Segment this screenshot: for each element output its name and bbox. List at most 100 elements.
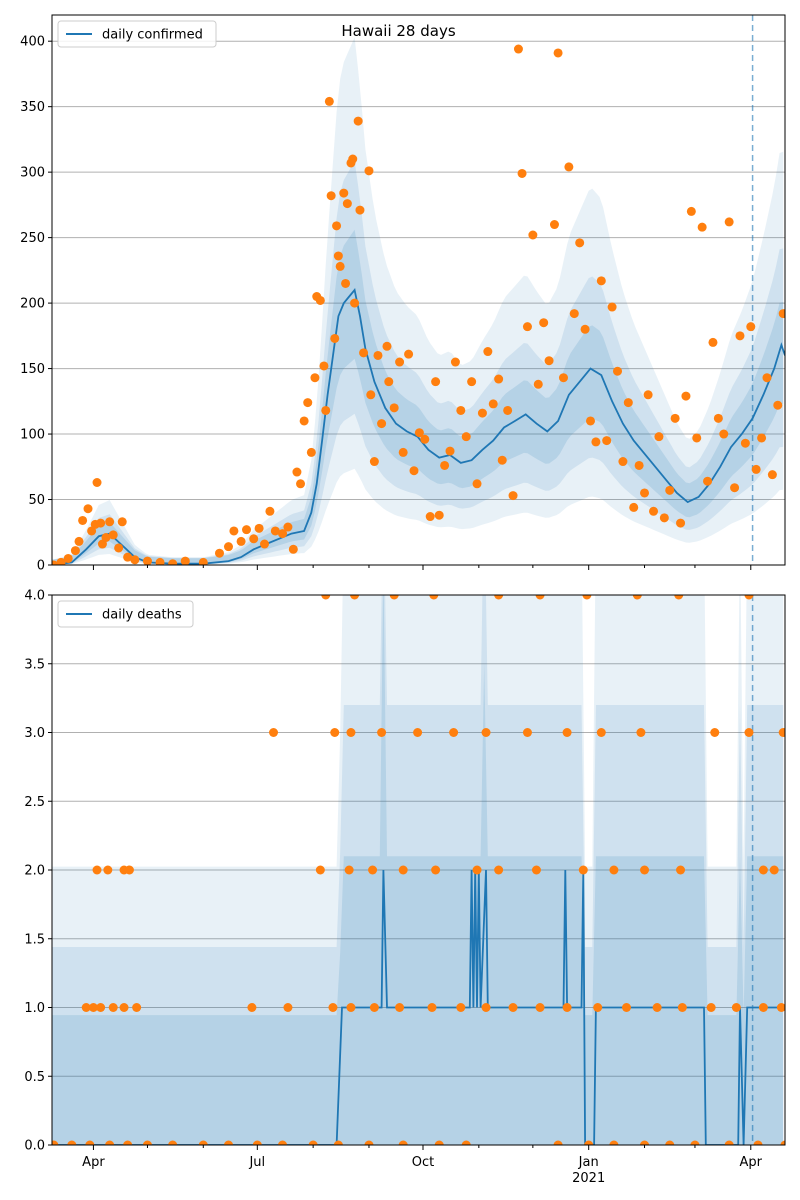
data-point [456,405,466,415]
y-tick-label: 3.0 [24,726,45,741]
data-point [132,1003,142,1012]
data-point [168,559,178,565]
data-point [92,478,102,487]
data-point [344,865,354,875]
data-point [155,557,165,565]
data-point [105,1140,115,1145]
data-point [96,518,106,528]
data-point [613,366,623,376]
data-point [735,331,745,341]
data-point [535,595,545,600]
data-point [477,408,487,418]
data-point [346,1003,356,1012]
data-point [346,728,356,737]
legend-label: daily deaths [102,608,182,623]
data-point [481,728,491,737]
y-tick-label: 2.0 [24,864,45,879]
data-point [130,555,140,565]
data-point [591,437,601,447]
data-point [303,398,313,408]
y-tick-label: 100 [20,428,45,443]
data-point [364,166,374,176]
data-point [265,506,275,516]
data-point [292,467,302,477]
data-point [472,479,482,489]
data-point [681,391,691,401]
data-point [553,1140,563,1145]
y-tick-label: 1.5 [24,932,45,947]
data-point [753,1140,763,1145]
data-point [773,400,783,410]
y-tick-label: 0.5 [24,1070,45,1085]
data-point [321,595,331,600]
data-point [395,357,405,367]
data-point [708,337,718,347]
data-point [366,390,376,400]
data-point [119,1003,129,1012]
data-point [260,539,270,549]
data-point [404,349,414,359]
data-point [494,865,504,875]
data-point [414,428,424,438]
data-point [713,413,723,423]
data-point [123,552,133,562]
data-point [652,1003,662,1012]
data-point [348,154,358,164]
data-point [758,865,768,875]
data-point [247,1003,257,1012]
data-point [198,557,208,565]
data-point [249,534,259,544]
data-point [758,1003,768,1012]
data-point [751,464,761,474]
data-point [757,433,767,443]
data-point [585,416,595,426]
data-point [670,413,680,423]
data-point [342,199,352,209]
data-point [690,1140,700,1145]
data-point [674,595,684,600]
data-point [283,1003,293,1012]
data-point [640,865,650,875]
data-point [746,322,756,332]
data-point [778,728,785,737]
data-point [456,1003,466,1012]
data-point [296,479,306,489]
uncertainty-band [52,37,784,565]
data-point [535,1003,545,1012]
data-point [697,222,707,232]
data-point [398,1140,408,1145]
y-tick-label: 200 [20,297,45,312]
data-point [70,546,80,556]
data-point [369,1003,379,1012]
data-point [609,865,619,875]
data-point [776,1003,785,1012]
data-point [719,429,729,439]
data-point [623,398,633,408]
data-point [254,523,264,533]
data-point [252,1140,262,1145]
y-tick-label: 0 [37,559,45,574]
series-line [52,287,785,565]
data-point [596,728,606,737]
data-point [229,526,239,536]
x-tick-label: Oct [412,1155,434,1170]
data-point [440,460,450,470]
data-point [368,865,378,875]
data-point [539,318,549,328]
uncertainty-band [52,161,784,565]
data-point [114,543,124,553]
data-point [634,460,644,470]
data-point [88,1003,98,1012]
legend-box [57,20,217,48]
data-point [398,865,408,875]
data-point [659,513,669,523]
data-point [198,1140,208,1145]
data-point [710,728,720,737]
data-point [602,436,612,446]
data-point [622,1003,632,1012]
data-point [483,347,493,357]
data-point [740,438,750,448]
data-point [744,595,754,600]
data-point [321,405,331,415]
data-point [632,595,642,600]
